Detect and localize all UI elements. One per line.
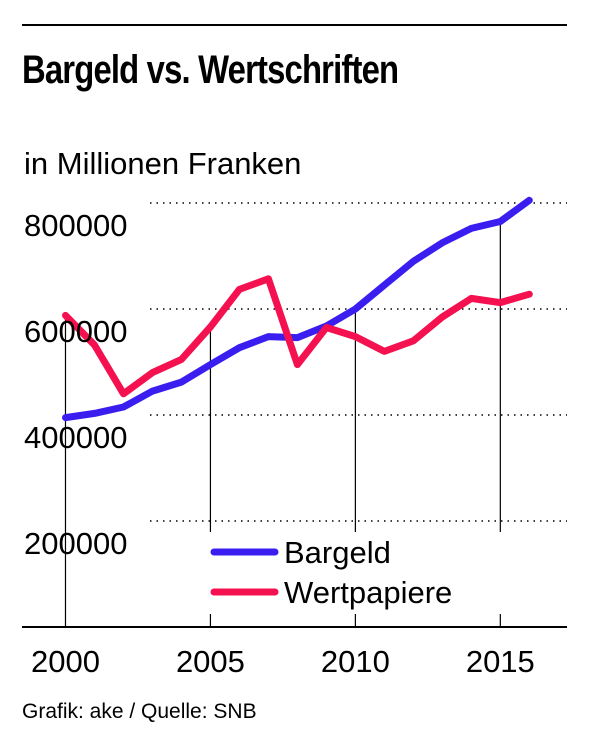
tick-labels: 200000 400000 600000 800000 2000 2005 2010 2015 — [24, 208, 535, 679]
chart-subtitle: in Millionen Franken — [24, 146, 302, 181]
series-line-wertpapiere — [62, 275, 533, 398]
top-rule — [22, 24, 567, 26]
legend-label-bargeld: Bargeld — [284, 535, 391, 570]
legend: Bargeld Wertpapiere — [205, 532, 505, 614]
x-tick-label-2005: 2005 — [176, 644, 245, 679]
y-tick-label-400000: 400000 — [24, 420, 127, 455]
series-layer — [62, 196, 533, 422]
legend-label-wertpapiere: Wertpapiere — [284, 575, 452, 610]
y-tick-label-200000: 200000 — [24, 526, 127, 561]
source-credit: Grafik: ake / Quelle: SNB — [22, 700, 257, 723]
legend-background — [205, 532, 505, 614]
series-line-bargeld — [62, 196, 533, 422]
y-tick-label-800000: 800000 — [24, 208, 127, 243]
x-tick-label-2000: 2000 — [31, 644, 100, 679]
chart-title: Bargeld vs. Wertschriften — [22, 48, 399, 92]
y-tick-label-600000: 600000 — [24, 314, 127, 349]
x-tick-label-2010: 2010 — [321, 644, 390, 679]
x-tick-label-2015: 2015 — [466, 644, 535, 679]
